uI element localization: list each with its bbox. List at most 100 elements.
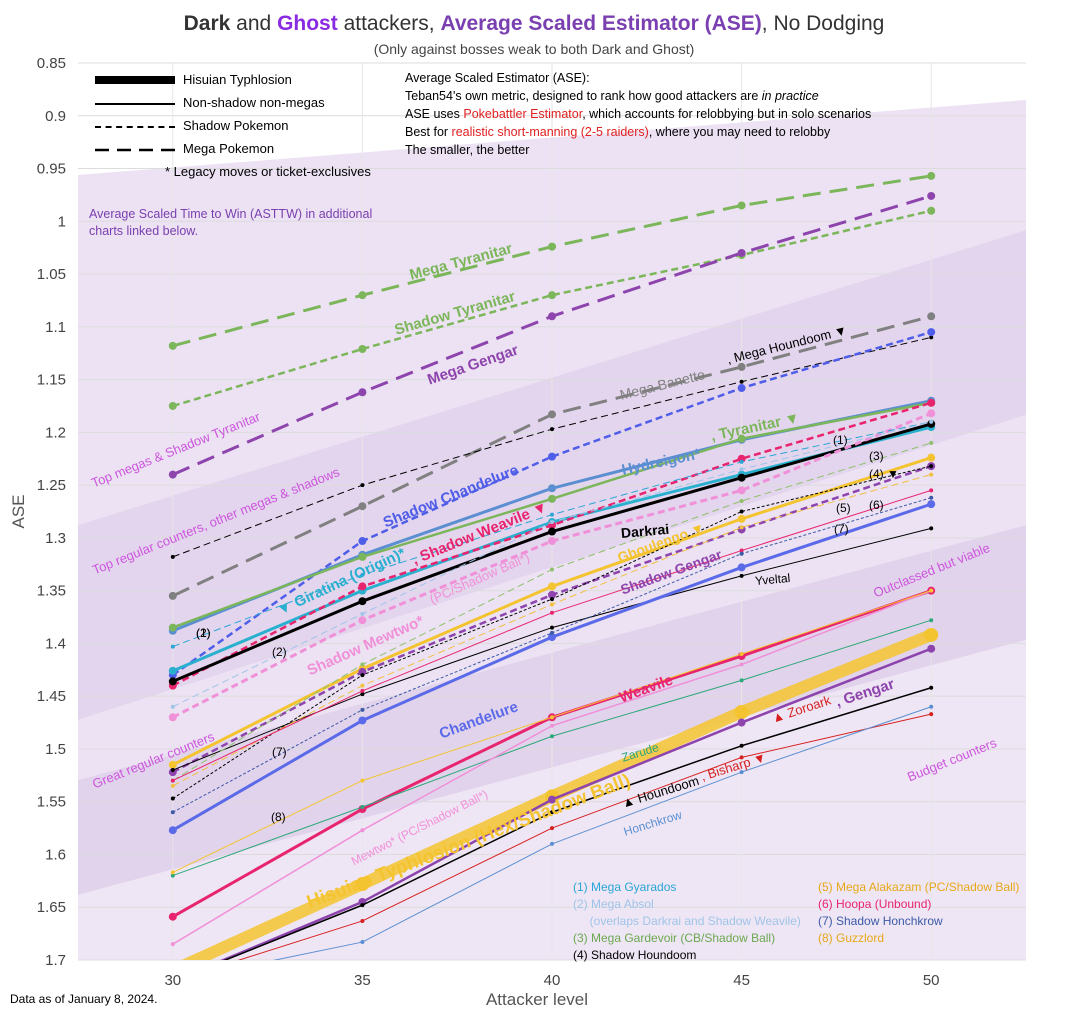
data-point <box>927 206 936 215</box>
data-point <box>927 398 936 407</box>
x-tick-label: 45 <box>733 972 750 989</box>
data-point <box>168 623 177 632</box>
legend-label-legacy: * Legacy moves or ticket-exclusives <box>165 164 371 179</box>
data-point <box>168 341 177 350</box>
data-point <box>360 903 365 908</box>
data-point <box>548 484 556 493</box>
data-point <box>929 440 934 445</box>
data-point <box>358 716 367 725</box>
data-point <box>927 191 936 200</box>
data-point <box>548 452 556 461</box>
data-point <box>550 630 554 635</box>
y-axis-title: ASE <box>9 494 28 528</box>
data-point <box>737 486 746 495</box>
ase-description: Average Scaled Estimator (ASE): Teban54'… <box>405 69 871 159</box>
data-point <box>360 804 365 809</box>
data-point <box>929 526 934 531</box>
data-point <box>358 667 367 676</box>
data-point <box>927 644 936 653</box>
data-point <box>170 704 175 709</box>
y-tick-label: 1.4 <box>45 635 66 652</box>
y-tick-label: 1.2 <box>45 424 66 441</box>
data-point <box>550 427 554 432</box>
numbered-legend-item: (8) Guzzlord <box>818 931 885 945</box>
data-point <box>739 651 744 656</box>
data-point <box>358 582 367 591</box>
ase-line-4c: , where you may need to relobby <box>648 125 831 139</box>
data-point <box>170 768 175 773</box>
data-point <box>550 512 554 517</box>
y-tick-label: 1.25 <box>37 477 66 494</box>
y-tick-label: 1.3 <box>45 530 66 547</box>
data-point <box>360 918 365 923</box>
x-tick-label: 40 <box>544 972 561 989</box>
data-point <box>548 527 556 536</box>
legend-label-mega: Mega Pokemon <box>183 141 275 156</box>
data-point <box>927 419 936 428</box>
data-point <box>737 652 746 661</box>
ase-line-2a: Teban54's own metric, designed to rank h… <box>405 89 762 103</box>
data-point <box>548 633 556 642</box>
data-point <box>550 625 554 630</box>
legend-swatch-shadow <box>95 126 175 128</box>
series-label: (6) <box>869 498 884 512</box>
data-point <box>168 713 177 722</box>
data-point <box>170 942 175 947</box>
data-point <box>739 770 744 775</box>
x-tick-label: 30 <box>164 972 181 989</box>
data-point <box>927 171 936 180</box>
y-tick-label: 1.65 <box>37 899 66 916</box>
data-point <box>168 666 177 675</box>
data-point <box>170 810 175 815</box>
numbered-legend-item: (3) Mega Gardevoir (CB/Shadow Ball) <box>573 931 776 945</box>
series-group <box>168 171 939 960</box>
data-point <box>548 537 556 546</box>
data-point <box>737 384 746 393</box>
y-tick-label: 0.85 <box>37 55 66 72</box>
data-point <box>927 500 936 509</box>
ase-line-4a: Best for <box>405 125 452 139</box>
data-point <box>550 567 554 572</box>
data-point <box>929 419 934 424</box>
legend-label-thick: Hisuian Typhlosion <box>183 72 292 87</box>
y-tick-label: 1.7 <box>45 952 66 969</box>
y-tick-label: 1.45 <box>37 688 66 705</box>
data-point <box>548 590 556 599</box>
ase-line-4b: realistic short-manning (2-5 raiders) <box>451 125 649 139</box>
numbered-legend-item: (7) Shadow Honchkrow <box>818 914 943 928</box>
data-point <box>737 718 746 727</box>
data-point <box>550 723 554 728</box>
y-tick-label: 0.9 <box>45 108 66 125</box>
data-point <box>358 805 367 814</box>
data-point <box>739 467 744 472</box>
series-label: (7) <box>272 745 287 759</box>
data-point <box>739 459 744 464</box>
data-point <box>360 688 365 693</box>
data-point <box>737 473 746 482</box>
legend-swatch-mega <box>95 148 175 152</box>
data-point <box>929 685 934 690</box>
data-point <box>168 591 177 600</box>
data-point <box>358 291 367 300</box>
data-point <box>929 712 934 717</box>
data-point <box>737 563 746 572</box>
data-point <box>550 841 554 846</box>
chart-subtitle: (Only against bosses weak to both Dark a… <box>373 41 695 57</box>
data-point <box>734 705 749 720</box>
data-point <box>360 692 365 697</box>
data-point <box>739 379 744 384</box>
legend-swatch-thick <box>95 76 175 84</box>
data-point <box>548 312 556 321</box>
data-point <box>739 755 744 760</box>
legend-swatch-solid <box>95 103 175 105</box>
data-point <box>924 627 939 642</box>
data-point <box>170 796 175 801</box>
data-point <box>550 602 554 607</box>
data-point <box>360 707 365 712</box>
data-point <box>737 514 746 523</box>
data-point <box>929 618 934 623</box>
y-tick-label: 1.35 <box>37 583 66 600</box>
numbered-legend-item: (1) Mega Gyarados <box>573 880 677 894</box>
data-point <box>360 940 365 945</box>
y-tick-label: 1.6 <box>45 846 66 863</box>
